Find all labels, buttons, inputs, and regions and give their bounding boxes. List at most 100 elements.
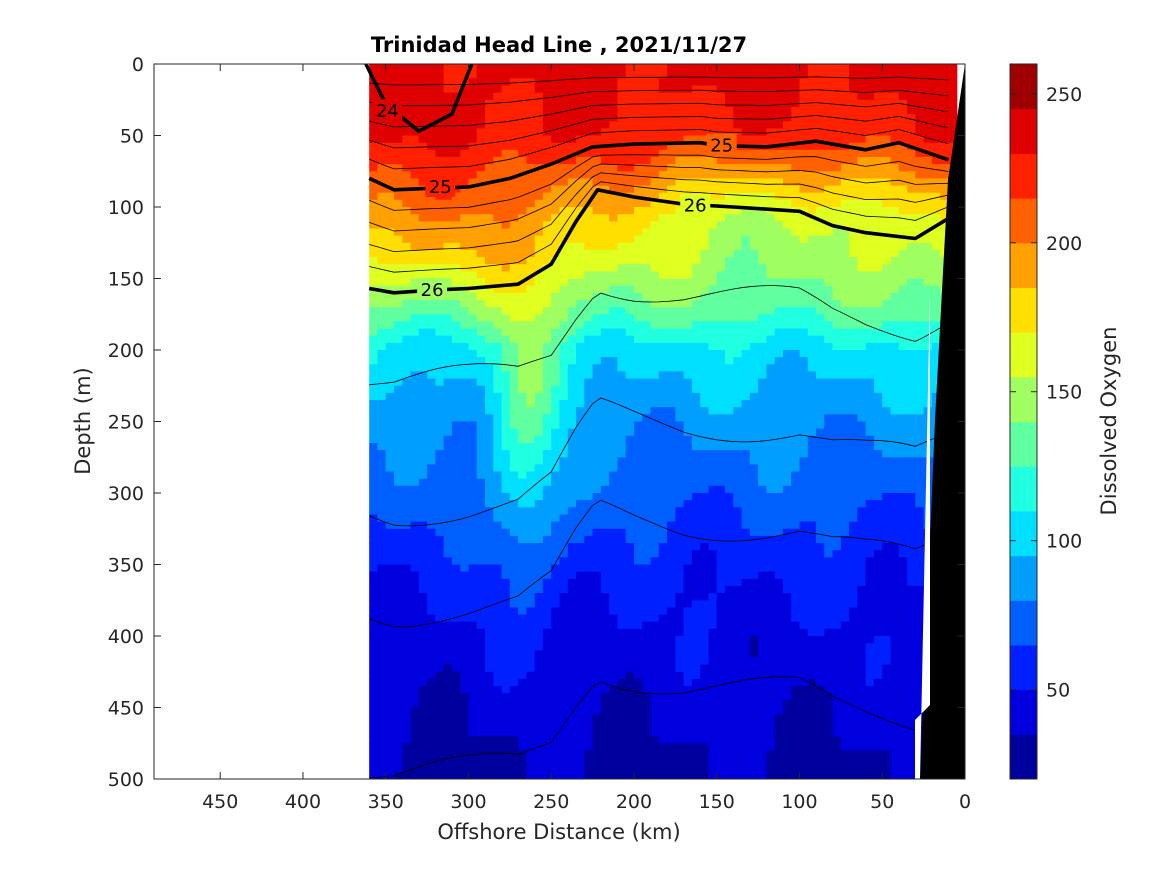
oxygen-cell <box>700 636 710 644</box>
oxygen-cell <box>634 664 643 673</box>
oxygen-cell <box>609 693 619 701</box>
oxygen-cell <box>534 736 544 744</box>
oxygen-cell <box>691 564 701 573</box>
oxygen-cell <box>576 528 585 537</box>
oxygen-cell <box>493 435 503 444</box>
oxygen-cell <box>584 228 594 237</box>
oxygen-cell <box>534 435 544 444</box>
oxygen-cell <box>377 643 387 651</box>
oxygen-cell <box>418 199 428 208</box>
oxygen-cell <box>625 414 635 423</box>
oxygen-cell <box>741 328 751 337</box>
oxygen-cell <box>617 743 627 751</box>
oxygen-cell <box>493 278 503 287</box>
oxygen-cell <box>691 450 701 458</box>
oxygen-cell <box>485 750 494 759</box>
oxygen-cell <box>551 671 561 680</box>
oxygen-cell <box>501 671 511 680</box>
oxygen-cell <box>542 228 552 237</box>
oxygen-cell <box>609 714 619 723</box>
oxygen-cell <box>725 514 734 523</box>
oxygen-cell <box>749 564 759 573</box>
oxygen-cell <box>642 400 652 408</box>
oxygen-cell <box>658 214 668 222</box>
oxygen-cell <box>509 686 519 694</box>
oxygen-cell <box>625 85 635 94</box>
oxygen-cell <box>567 214 577 222</box>
oxygen-cell <box>716 686 726 694</box>
oxygen-cell <box>592 378 602 387</box>
oxygen-cell <box>551 428 561 437</box>
oxygen-cell <box>476 500 486 508</box>
oxygen-cell <box>542 350 552 358</box>
oxygen-cell <box>526 199 536 208</box>
oxygen-cell <box>625 278 635 287</box>
oxygen-cell <box>733 721 743 730</box>
oxygen-cell <box>369 493 379 501</box>
oxygen-cell <box>567 543 577 551</box>
oxygen-cell <box>609 392 619 401</box>
oxygen-cell <box>609 664 619 673</box>
oxygen-cell <box>542 771 552 779</box>
oxygen-cell <box>600 535 610 544</box>
oxygen-cell <box>509 164 519 172</box>
oxygen-cell <box>567 314 577 322</box>
oxygen-cell <box>402 736 412 744</box>
oxygen-cell <box>592 235 602 244</box>
oxygen-cell <box>675 614 685 623</box>
oxygen-cell <box>485 664 494 673</box>
oxygen-cell <box>667 750 676 759</box>
oxygen-cell <box>774 199 784 208</box>
oxygen-cell <box>534 700 544 709</box>
oxygen-cell <box>733 192 743 201</box>
oxygen-cell <box>542 178 552 187</box>
oxygen-cell <box>617 71 627 79</box>
oxygen-cell <box>749 478 759 487</box>
oxygen-cell <box>625 350 635 358</box>
oxygen-cell <box>700 521 710 530</box>
oxygen-cell <box>369 593 379 601</box>
oxygen-cell <box>609 328 619 337</box>
oxygen-cell <box>609 657 619 666</box>
oxygen-cell <box>675 178 685 187</box>
oxygen-cell <box>460 643 470 651</box>
oxygen-cell <box>493 750 503 759</box>
oxygen-cell <box>576 721 585 730</box>
oxygen-cell <box>774 535 784 544</box>
oxygen-cell <box>394 271 403 280</box>
oxygen-cell <box>402 342 412 351</box>
oxygen-cell <box>567 521 577 530</box>
oxygen-cell <box>725 199 734 208</box>
oxygen-cell <box>708 435 718 444</box>
oxygen-cell <box>741 636 751 644</box>
oxygen-cell <box>691 485 701 494</box>
oxygen-cell <box>758 578 767 587</box>
oxygen-cell <box>733 628 743 637</box>
oxygen-cell <box>650 507 660 516</box>
oxygen-cell <box>410 714 420 723</box>
oxygen-cell <box>460 307 470 315</box>
oxygen-cell <box>542 199 552 208</box>
oxygen-cell <box>451 585 461 594</box>
oxygen-cell <box>584 128 594 137</box>
oxygen-cell <box>443 721 453 730</box>
oxygen-cell <box>600 271 610 280</box>
oxygen-cell <box>509 271 519 280</box>
oxygen-cell <box>567 478 577 487</box>
oxygen-cell <box>369 500 379 508</box>
oxygen-cell <box>542 564 552 573</box>
oxygen-cell <box>667 593 676 601</box>
oxygen-cell <box>485 657 494 666</box>
oxygen-cell <box>518 771 527 779</box>
oxygen-cell <box>700 585 710 594</box>
oxygen-cell <box>559 106 569 115</box>
oxygen-cell <box>725 385 734 394</box>
oxygen-cell <box>725 156 734 165</box>
oxygen-cell <box>625 621 635 630</box>
oxygen-cell <box>427 249 436 258</box>
oxygen-cell <box>394 714 403 723</box>
oxygen-cell <box>625 342 635 351</box>
oxygen-cell <box>609 471 619 480</box>
oxygen-cell <box>559 607 569 616</box>
oxygen-cell <box>501 99 511 108</box>
